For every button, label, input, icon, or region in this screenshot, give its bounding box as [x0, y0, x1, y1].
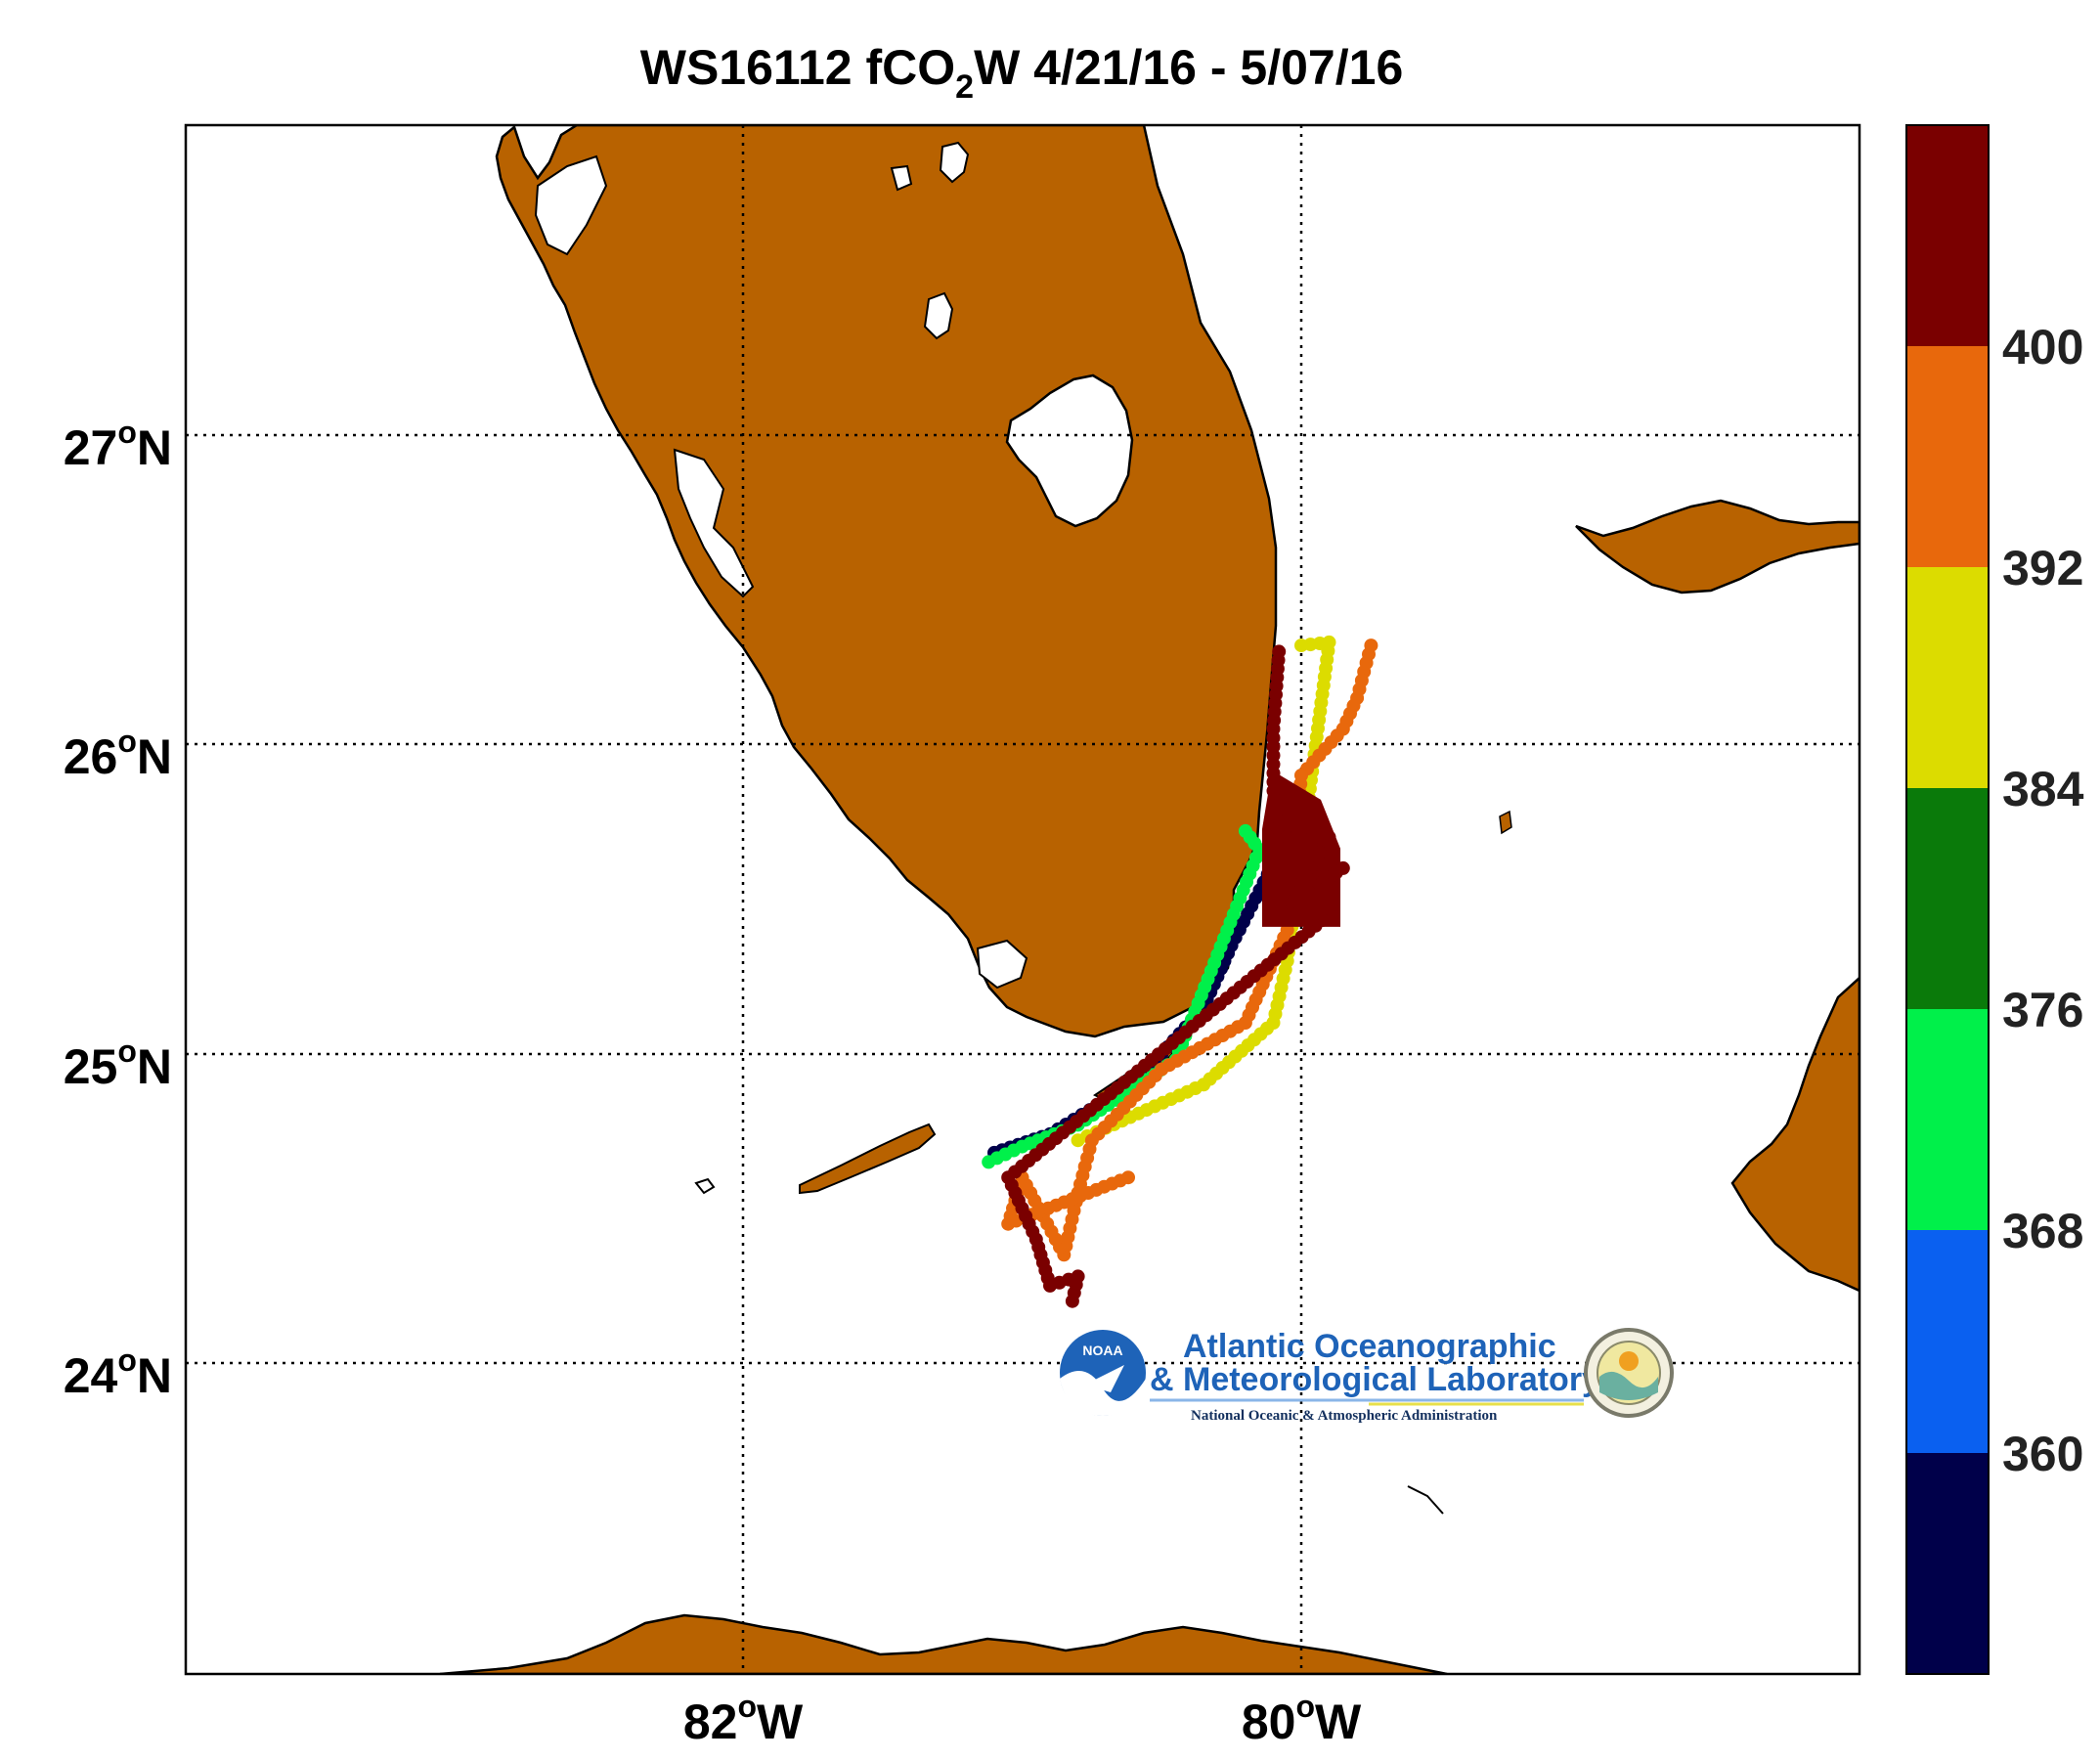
colorbar-band	[1906, 125, 1989, 346]
colorbar-label: 368	[2002, 1204, 2083, 1258]
colorbar-band	[1906, 1453, 1989, 1674]
land-cay-sal	[1407, 1485, 1444, 1515]
nw-coast-inlets	[534, 154, 608, 256]
y-tick-label: 26oN	[64, 724, 172, 784]
land-small-cay	[694, 1177, 716, 1195]
colorbar-band	[1906, 346, 1989, 567]
land-berry-islands	[1499, 810, 1512, 835]
track-point	[1071, 1133, 1085, 1148]
map-frame	[184, 123, 1861, 1676]
track-point	[1065, 1294, 1079, 1308]
x-tick-label: 80oW	[1242, 1689, 1362, 1749]
colorbar-frame	[1905, 124, 1990, 1675]
land-layer	[439, 125, 1859, 1674]
aoml-seal-icon	[1584, 1328, 1674, 1418]
x-tick-label: 82oW	[683, 1689, 804, 1749]
track-point	[1121, 1170, 1135, 1185]
land-cuba	[439, 1613, 1448, 1674]
colorbar-label: 376	[2002, 983, 2083, 1037]
colorbar-band	[1906, 1230, 1989, 1453]
land-andros	[1730, 976, 1859, 1293]
colorbar-band	[1906, 567, 1989, 788]
inland-lake-3	[890, 164, 913, 192]
sw-coast-inlets	[673, 448, 755, 598]
colorbar-label: 400	[2002, 320, 2083, 374]
track-point	[982, 1155, 996, 1169]
land-florida	[495, 125, 1278, 1038]
lake-okeechobee	[1005, 374, 1134, 528]
colorbar-label: 392	[2002, 541, 2083, 595]
colorbar-label: 360	[2002, 1427, 2083, 1481]
sw-bay	[976, 939, 1028, 990]
noaa-badge-text: NOAA	[1082, 1343, 1122, 1358]
noaa-logo: NOAA	[1060, 1330, 1146, 1416]
x-axis-labels: 82oW 80oW	[683, 1689, 1362, 1749]
y-tick-label: 27oN	[64, 415, 172, 475]
y-tick-label: 24oN	[64, 1343, 172, 1403]
land-florida-keys	[799, 1123, 937, 1195]
aoml-title-line3: National Oceanic & Atmospheric Administr…	[1191, 1408, 1498, 1424]
title-dates: 4/21/16 - 5/07/16	[1033, 40, 1403, 95]
inland-lake-1	[923, 291, 954, 340]
y-tick-label: 25oN	[64, 1034, 172, 1094]
inland-lake-2	[939, 141, 970, 184]
title-var: fCO	[865, 40, 955, 95]
aoml-title-line1: Atlantic Oceanographic	[1183, 1328, 1556, 1365]
colorbar-label: 384	[2002, 762, 2084, 816]
y-axis-labels: 27oN 26oN 25oN 24oN	[64, 415, 172, 1403]
colorbar: 400 392 384 376 368 360	[1905, 124, 2084, 1675]
aoml-logo: NOAA Atlantic Oceanographic & Meteorolog…	[1060, 1328, 1674, 1424]
chart-title: WS16112 fCO2W 4/21/16 - 5/07/16	[640, 40, 1404, 106]
land-grand-bahama	[1575, 499, 1859, 594]
colorbar-band	[1906, 788, 1989, 1009]
aoml-title-line2: & Meteorological Laboratory	[1150, 1361, 1600, 1398]
title-cruise: WS16112	[640, 40, 853, 95]
map-plot-area	[184, 123, 1861, 1676]
title-var-sub: 2	[955, 68, 974, 106]
cruise-track	[982, 635, 1378, 1308]
title-var-end: W	[974, 40, 1021, 95]
colorbar-band	[1906, 1009, 1989, 1230]
